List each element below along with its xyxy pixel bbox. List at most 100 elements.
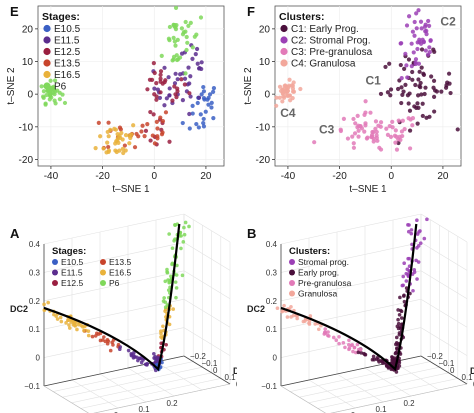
data-point bbox=[431, 94, 437, 99]
panel-e: -40 -20 0 20 -20 -10 0 10 20 t–SNE 1 t–SNE 2 E Stage… bbox=[0, 0, 237, 200]
data-point bbox=[285, 315, 290, 319]
legend-swatch bbox=[43, 70, 51, 79]
y-tick-label: 0 bbox=[264, 90, 270, 101]
data-point bbox=[393, 140, 398, 145]
data-point bbox=[185, 40, 190, 45]
data-point bbox=[395, 346, 399, 351]
data-point bbox=[182, 232, 187, 237]
data-point bbox=[277, 95, 282, 100]
legend-label: E11.5 bbox=[61, 268, 83, 278]
legend-swatch bbox=[43, 82, 51, 90]
data-point bbox=[287, 93, 292, 98]
data-point bbox=[108, 348, 113, 353]
data-point bbox=[116, 140, 121, 145]
data-point bbox=[196, 125, 201, 130]
panel-letter: F bbox=[247, 4, 255, 19]
dc2-tick-label: 0 bbox=[36, 354, 41, 363]
data-point bbox=[423, 85, 428, 90]
data-point bbox=[209, 105, 214, 110]
data-point bbox=[167, 139, 172, 144]
data-point bbox=[394, 134, 399, 139]
data-point bbox=[187, 91, 192, 96]
dc2-tick-label: 0.1 bbox=[29, 325, 41, 334]
data-point bbox=[129, 353, 134, 357]
legend-label: E13.5 bbox=[54, 59, 81, 70]
data-point bbox=[415, 218, 419, 223]
data-point bbox=[395, 86, 401, 92]
data-point bbox=[201, 96, 207, 101]
data-point bbox=[312, 140, 317, 145]
data-point bbox=[55, 88, 60, 93]
data-point bbox=[64, 320, 68, 325]
data-point bbox=[414, 11, 419, 16]
data-point bbox=[52, 98, 57, 103]
data-point bbox=[401, 274, 406, 279]
legend-swatch bbox=[43, 47, 51, 56]
data-point bbox=[73, 323, 77, 328]
data-point bbox=[378, 147, 384, 152]
data-point bbox=[86, 333, 91, 338]
data-point bbox=[410, 77, 415, 82]
grid-line bbox=[127, 367, 175, 397]
data-point bbox=[378, 120, 384, 125]
data-point bbox=[439, 89, 444, 94]
legend-swatch bbox=[43, 59, 51, 67]
data-point bbox=[105, 337, 110, 342]
data-point bbox=[96, 120, 101, 125]
data-point bbox=[175, 77, 180, 82]
dc3-tick-label: 0.1 bbox=[225, 373, 237, 382]
axis-line bbox=[43, 355, 185, 387]
grid-line bbox=[420, 242, 468, 271]
data-point bbox=[399, 85, 404, 90]
data-point bbox=[400, 92, 405, 98]
data-point bbox=[201, 84, 206, 90]
data-point bbox=[151, 61, 156, 66]
y-tick-label: 10 bbox=[22, 57, 34, 68]
data-point bbox=[413, 57, 419, 62]
data-point bbox=[419, 92, 424, 97]
data-point bbox=[409, 231, 414, 236]
data-point bbox=[396, 118, 401, 123]
data-point bbox=[155, 134, 160, 139]
data-point bbox=[398, 62, 403, 68]
data-point bbox=[163, 110, 169, 115]
data-point bbox=[172, 84, 177, 89]
panel-a: 0.40.30.20.10−0.1−0.100.10.2−0.2−0.100.1… bbox=[0, 208, 237, 413]
data-point bbox=[119, 130, 124, 136]
x-axis-label: t–SNE 1 bbox=[112, 184, 150, 195]
data-point bbox=[378, 124, 383, 129]
grid-line bbox=[80, 378, 221, 409]
data-point bbox=[155, 87, 161, 92]
data-point bbox=[120, 146, 125, 151]
dc1-tick-label: 0 bbox=[351, 411, 356, 413]
dc2-tick-label: 0.1 bbox=[266, 325, 278, 334]
data-point bbox=[152, 141, 158, 146]
data-point bbox=[446, 71, 452, 76]
data-point bbox=[431, 78, 437, 83]
data-point bbox=[159, 53, 164, 59]
dc1-tick-label: 0.1 bbox=[138, 405, 150, 413]
data-point bbox=[403, 51, 408, 56]
data-point bbox=[139, 129, 144, 134]
data-point bbox=[173, 280, 178, 284]
data-point bbox=[326, 330, 330, 334]
data-point bbox=[418, 241, 423, 246]
data-point bbox=[95, 331, 99, 336]
data-point bbox=[298, 86, 303, 92]
dc1-tick-label: 0.2 bbox=[166, 399, 178, 408]
grid-line bbox=[420, 270, 468, 300]
data-point bbox=[180, 98, 185, 103]
data-point bbox=[167, 280, 172, 284]
data-point bbox=[420, 101, 425, 106]
y-tick-label: -20 bbox=[256, 155, 271, 166]
data-point bbox=[308, 314, 313, 318]
data-point bbox=[158, 76, 163, 81]
data-point bbox=[75, 327, 79, 332]
x-tick-label: -40 bbox=[281, 171, 296, 182]
data-point bbox=[182, 82, 187, 87]
tsne-clusters-chart: -40 -20 0 20 -20 -10 0 10 20 t–SNE 1 t–SNE 2 F Clust… bbox=[243, 4, 462, 195]
grid-line bbox=[299, 366, 440, 398]
data-point bbox=[101, 146, 106, 151]
data-point bbox=[122, 143, 127, 148]
data-point bbox=[278, 88, 284, 94]
